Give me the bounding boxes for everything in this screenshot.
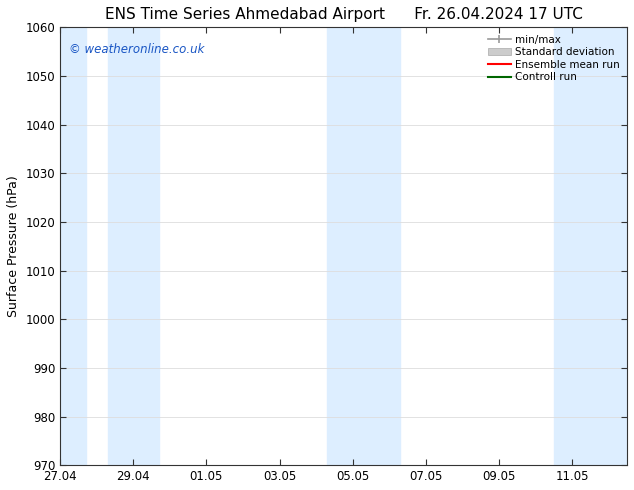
Bar [327,27,400,465]
Legend: min/max, Standard deviation, Ensemble mean run, Controll run: min/max, Standard deviation, Ensemble me… [484,30,624,87]
Bar [554,27,627,465]
Text: © weatheronline.co.uk: © weatheronline.co.uk [68,43,204,55]
Y-axis label: Surface Pressure (hPa): Surface Pressure (hPa) [7,175,20,317]
Title: ENS Time Series Ahmedabad Airport      Fr. 26.04.2024 17 UTC: ENS Time Series Ahmedabad Airport Fr. 26… [105,7,583,22]
Bar [60,27,86,465]
Bar [108,27,159,465]
